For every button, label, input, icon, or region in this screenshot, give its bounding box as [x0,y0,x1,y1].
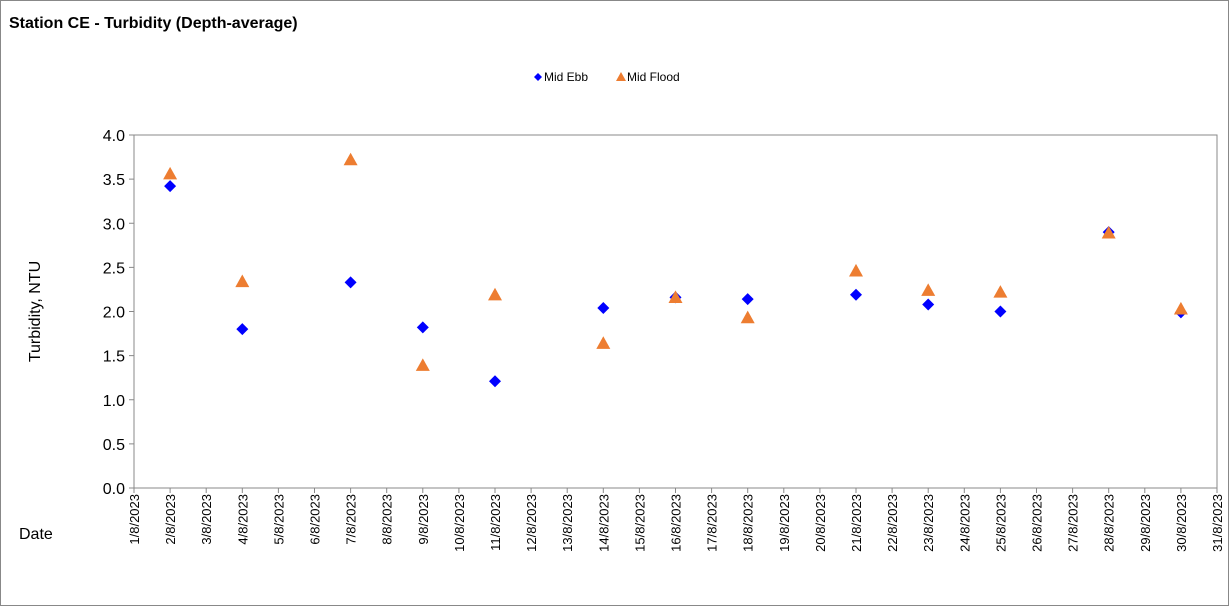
mid-ebb-point [922,298,935,311]
x-tick-label: 4/8/2023 [235,494,250,545]
mid-ebb-point [741,293,754,306]
mid-ebb-point [164,180,177,193]
x-tick-label: 15/8/2023 [632,494,647,552]
mid-flood-point [993,285,1008,298]
x-tick-label: 8/8/2023 [380,494,395,545]
legend-marker-mid-ebb [534,73,542,81]
y-tick-label: 0.0 [103,481,125,498]
x-tick-label: 28/8/2023 [1102,494,1117,552]
y-tick-label: 3.5 [103,172,125,189]
mid-flood-point [596,336,611,349]
legend-label: Mid Ebb [544,70,588,84]
legend-label: Mid Flood [627,70,680,84]
chart-title: Station CE - Turbidity (Depth-average) [9,15,298,32]
x-tick-label: 29/8/2023 [1138,494,1153,552]
y-tick-label: 1.5 [103,349,125,366]
x-tick-label: 6/8/2023 [308,494,323,545]
mid-ebb-point [344,276,357,289]
x-tick-label: 24/8/2023 [957,494,972,552]
x-tick-label: 12/8/2023 [524,494,539,552]
mid-ebb-point [597,301,610,314]
x-tick-label: 26/8/2023 [1030,494,1045,552]
mid-ebb-point [489,375,501,388]
x-tick-label: 3/8/2023 [199,494,214,545]
mid-ebb-point [416,321,429,334]
x-tick-label: 16/8/2023 [669,494,684,552]
x-tick-label: 13/8/2023 [560,494,575,552]
x-tick-label: 27/8/2023 [1066,494,1081,552]
x-tick-label: 2/8/2023 [163,494,178,545]
x-tick-label: 21/8/2023 [849,494,864,552]
x-tick-label: 14/8/2023 [596,494,611,552]
mid-ebb-point [994,305,1007,318]
x-axis-label: Date [19,526,53,543]
y-axis-label: Turbidity, NTU [27,261,44,362]
x-tick-label: 10/8/2023 [452,494,467,552]
x-tick-label: 20/8/2023 [813,494,828,552]
mid-flood-point [668,290,683,303]
x-tick-label: 1/8/2023 [127,494,142,545]
x-tick-label: 17/8/2023 [705,494,720,552]
x-tick-label: 23/8/2023 [921,494,936,552]
x-tick-label: 19/8/2023 [777,494,792,552]
mid-flood-point [343,152,358,166]
mid-flood-point [740,310,755,324]
mid-flood-point [1173,301,1188,315]
mid-ebb-point [850,288,862,301]
y-tick-label: 3.0 [103,216,125,233]
mid-flood-point [1101,225,1116,239]
x-tick-label: 25/8/2023 [993,494,1008,552]
x-tick-label: 31/8/2023 [1210,494,1225,552]
mid-flood-point [849,263,863,277]
y-tick-label: 4.0 [103,128,125,145]
y-tick-label: 0.5 [103,437,125,454]
plot-area [133,134,1218,489]
legend-marker-mid-flood [616,72,626,81]
x-tick-label: 22/8/2023 [885,494,900,552]
x-tick-label: 7/8/2023 [344,494,359,545]
y-tick-label: 2.0 [103,305,125,322]
mid-flood-point [488,287,502,301]
mid-flood-point [163,166,178,180]
x-tick-label: 5/8/2023 [271,494,286,545]
mid-flood-point [415,358,430,371]
x-tick-label: 30/8/2023 [1174,494,1189,552]
x-tick-label: 11/8/2023 [488,494,503,551]
y-tick-label: 1.0 [103,393,125,410]
x-tick-label: 18/8/2023 [741,494,756,552]
mid-ebb-point [236,323,249,336]
mid-flood-point [235,274,250,288]
x-tick-label: 9/8/2023 [416,494,431,545]
mid-flood-point [921,283,936,296]
y-tick-label: 2.5 [103,260,125,277]
